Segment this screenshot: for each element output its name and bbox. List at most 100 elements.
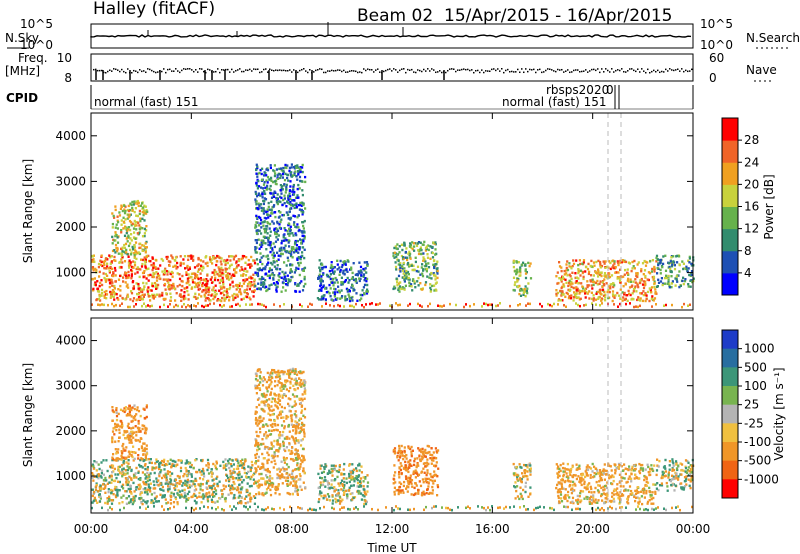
data-cell bbox=[636, 263, 639, 266]
data-cell bbox=[170, 491, 173, 494]
data-cell bbox=[688, 255, 691, 259]
data-cell bbox=[586, 292, 589, 295]
data-cell bbox=[412, 278, 415, 281]
nave-point bbox=[509, 70, 511, 73]
data-cell bbox=[639, 279, 642, 282]
data-cell bbox=[432, 241, 435, 244]
data-cell bbox=[116, 488, 119, 492]
data-cell bbox=[592, 299, 595, 302]
data-cell bbox=[287, 423, 290, 427]
data-cell bbox=[133, 236, 136, 240]
data-cell bbox=[249, 497, 253, 500]
data-cell bbox=[265, 168, 268, 171]
data-cell bbox=[253, 502, 256, 505]
data-cell bbox=[627, 277, 630, 281]
data-cell bbox=[517, 285, 520, 289]
data-cell bbox=[583, 290, 586, 293]
data-cell bbox=[98, 295, 101, 298]
data-cell bbox=[419, 304, 421, 307]
data-cell bbox=[263, 216, 266, 220]
data-cell bbox=[342, 269, 345, 273]
data-cell bbox=[100, 288, 104, 292]
nave-point bbox=[323, 71, 325, 74]
data-cell bbox=[195, 470, 198, 474]
nave-point bbox=[513, 71, 515, 73]
data-cell bbox=[157, 500, 160, 503]
data-cell bbox=[559, 289, 562, 293]
nave-point bbox=[593, 68, 595, 71]
data-cell bbox=[257, 193, 260, 196]
data-cell bbox=[272, 195, 276, 198]
data-cell bbox=[657, 278, 660, 281]
data-cell bbox=[255, 200, 258, 203]
data-cell bbox=[290, 163, 293, 166]
data-cell bbox=[137, 282, 140, 286]
data-cell bbox=[291, 264, 294, 267]
data-cell bbox=[240, 501, 243, 504]
data-cell bbox=[127, 264, 131, 267]
data-cell bbox=[184, 297, 187, 300]
nave-point bbox=[373, 71, 375, 73]
data-cell bbox=[285, 472, 288, 475]
data-cell bbox=[230, 263, 233, 266]
data-cell bbox=[658, 259, 661, 262]
data-cell bbox=[623, 293, 626, 296]
data-cell bbox=[255, 443, 258, 446]
data-cell bbox=[353, 305, 355, 309]
nave-point bbox=[325, 71, 327, 74]
data-cell bbox=[215, 292, 218, 296]
data-cell bbox=[204, 283, 207, 287]
data-cell bbox=[109, 262, 112, 265]
data-cell bbox=[99, 495, 102, 498]
nave-point bbox=[137, 71, 139, 74]
data-cell bbox=[263, 400, 266, 403]
data-cell bbox=[114, 425, 117, 428]
data-cell bbox=[220, 286, 223, 290]
data-cell bbox=[206, 290, 209, 293]
data-cell bbox=[139, 295, 142, 298]
data-cell bbox=[193, 492, 196, 496]
nave-point bbox=[357, 71, 359, 74]
data-cell bbox=[653, 266, 656, 270]
data-cell bbox=[228, 299, 231, 302]
data-cell bbox=[358, 261, 361, 264]
data-cell bbox=[242, 279, 245, 282]
data-cell bbox=[144, 229, 148, 232]
data-cell bbox=[358, 277, 361, 280]
data-cell bbox=[144, 260, 147, 263]
data-cell bbox=[178, 482, 181, 486]
data-cell bbox=[222, 464, 225, 467]
nave-point bbox=[315, 69, 317, 72]
data-cell bbox=[264, 480, 267, 483]
data-cell bbox=[201, 290, 204, 293]
data-cell bbox=[294, 269, 297, 272]
data-cell bbox=[611, 266, 614, 269]
nave-point bbox=[119, 70, 121, 73]
data-cell bbox=[296, 387, 299, 390]
data-cell bbox=[145, 502, 148, 505]
data-cell bbox=[283, 276, 286, 279]
data-cell bbox=[254, 412, 257, 415]
data-cell bbox=[689, 303, 691, 307]
data-cell bbox=[279, 386, 282, 390]
nave-point bbox=[585, 69, 587, 71]
data-cell bbox=[93, 260, 96, 263]
data-cell bbox=[117, 252, 120, 255]
data-cell bbox=[297, 214, 300, 217]
nave-point bbox=[229, 71, 231, 73]
data-cell bbox=[595, 281, 598, 285]
data-cell bbox=[165, 473, 168, 476]
cpid-mode-1: normal (fast) 151 bbox=[94, 95, 198, 109]
data-cell bbox=[354, 273, 357, 276]
data-cell bbox=[98, 495, 101, 498]
data-cell bbox=[215, 270, 218, 274]
data-cell bbox=[282, 239, 285, 242]
data-cell bbox=[118, 502, 121, 505]
data-cell bbox=[128, 489, 132, 492]
data-cell bbox=[439, 304, 441, 308]
data-cell bbox=[210, 475, 213, 478]
data-cell bbox=[587, 262, 590, 266]
data-cell bbox=[260, 378, 263, 381]
nave-point bbox=[525, 68, 527, 70]
data-cell bbox=[207, 479, 210, 483]
